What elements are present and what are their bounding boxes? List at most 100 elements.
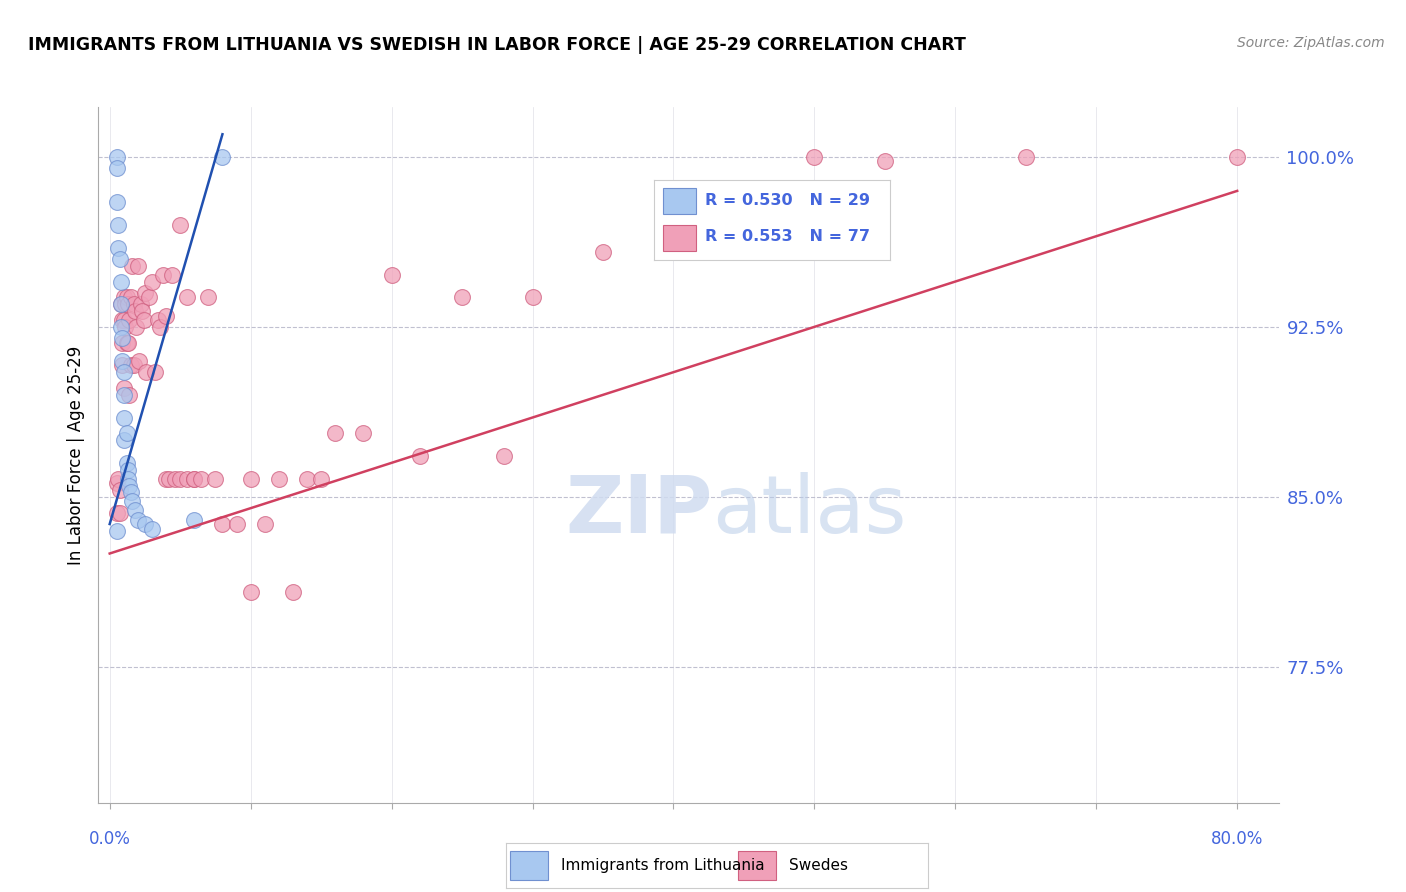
Point <box>190 472 212 486</box>
Point <box>115 335 138 350</box>
Point <box>197 290 219 304</box>
Point <box>125 319 148 334</box>
Point <box>129 297 152 311</box>
Point <box>138 290 160 304</box>
Point <box>110 297 132 311</box>
Point <box>120 485 142 500</box>
Point <box>733 200 755 214</box>
Point <box>155 309 177 323</box>
Point <box>107 472 129 486</box>
Point <box>160 268 183 282</box>
Point <box>105 476 128 491</box>
Point <box>111 331 134 345</box>
Point <box>120 290 142 304</box>
Point <box>155 472 177 486</box>
Text: Swedes: Swedes <box>789 858 848 872</box>
Point <box>157 472 180 486</box>
Point <box>380 268 402 282</box>
Point <box>112 433 135 447</box>
Point <box>105 524 128 538</box>
Point <box>112 410 135 425</box>
Point <box>115 426 138 441</box>
Point <box>211 516 233 531</box>
Point <box>169 472 191 486</box>
Point <box>111 359 134 373</box>
Bar <box>664 188 696 214</box>
Text: ZIP: ZIP <box>565 472 713 549</box>
Point <box>309 472 332 486</box>
Point <box>122 359 145 373</box>
Point <box>522 290 544 304</box>
Point <box>143 365 166 379</box>
Point <box>662 222 685 236</box>
Point <box>105 150 128 164</box>
Point <box>107 241 129 255</box>
Point <box>183 512 205 526</box>
Point <box>146 313 169 327</box>
Point <box>120 359 142 373</box>
Point <box>225 516 247 531</box>
Point <box>118 388 141 402</box>
Point <box>122 297 145 311</box>
Point <box>253 516 276 531</box>
Point <box>131 304 153 318</box>
Point <box>124 503 146 517</box>
Point <box>108 506 131 520</box>
Point <box>134 285 156 300</box>
Point <box>112 365 135 379</box>
Text: 80.0%: 80.0% <box>1211 830 1264 848</box>
Text: R = 0.553   N = 77: R = 0.553 N = 77 <box>706 229 870 244</box>
Point <box>141 275 163 289</box>
Point <box>132 313 155 327</box>
Point <box>112 388 135 402</box>
Point <box>1015 150 1038 164</box>
Point <box>115 290 138 304</box>
Point <box>135 365 157 379</box>
Point <box>803 150 825 164</box>
Point <box>494 449 516 463</box>
Point <box>183 472 205 486</box>
Point <box>111 313 134 327</box>
Point <box>295 472 318 486</box>
Point <box>121 259 143 273</box>
Bar <box>510 851 548 880</box>
Point <box>112 313 135 327</box>
Point <box>111 335 134 350</box>
Point <box>114 319 136 334</box>
Point <box>352 426 374 441</box>
Point <box>105 161 128 176</box>
Point <box>108 483 131 497</box>
Y-axis label: In Labor Force | Age 25-29: In Labor Force | Age 25-29 <box>66 345 84 565</box>
Point <box>117 472 139 486</box>
Point <box>110 319 132 334</box>
Point <box>239 472 262 486</box>
Point <box>112 290 135 304</box>
Point <box>204 472 226 486</box>
Point <box>127 259 149 273</box>
Point <box>114 297 136 311</box>
Point <box>117 297 139 311</box>
Point <box>108 252 131 266</box>
Point <box>118 478 141 492</box>
Point <box>141 522 163 536</box>
Point <box>211 150 233 164</box>
Text: 0.0%: 0.0% <box>89 830 131 848</box>
Point <box>115 456 138 470</box>
Text: atlas: atlas <box>713 472 907 549</box>
Point <box>105 195 128 210</box>
Point <box>281 585 304 599</box>
Point <box>127 512 149 526</box>
Point <box>149 319 172 334</box>
Point <box>592 245 614 260</box>
Point <box>124 304 146 318</box>
Point <box>409 449 432 463</box>
Point <box>163 472 186 486</box>
Point <box>110 297 132 311</box>
Point <box>107 218 129 232</box>
Point <box>110 275 132 289</box>
Point <box>121 494 143 508</box>
Point <box>239 585 262 599</box>
Point <box>117 463 139 477</box>
Point <box>112 381 135 395</box>
Text: R = 0.530   N = 29: R = 0.530 N = 29 <box>706 193 870 208</box>
